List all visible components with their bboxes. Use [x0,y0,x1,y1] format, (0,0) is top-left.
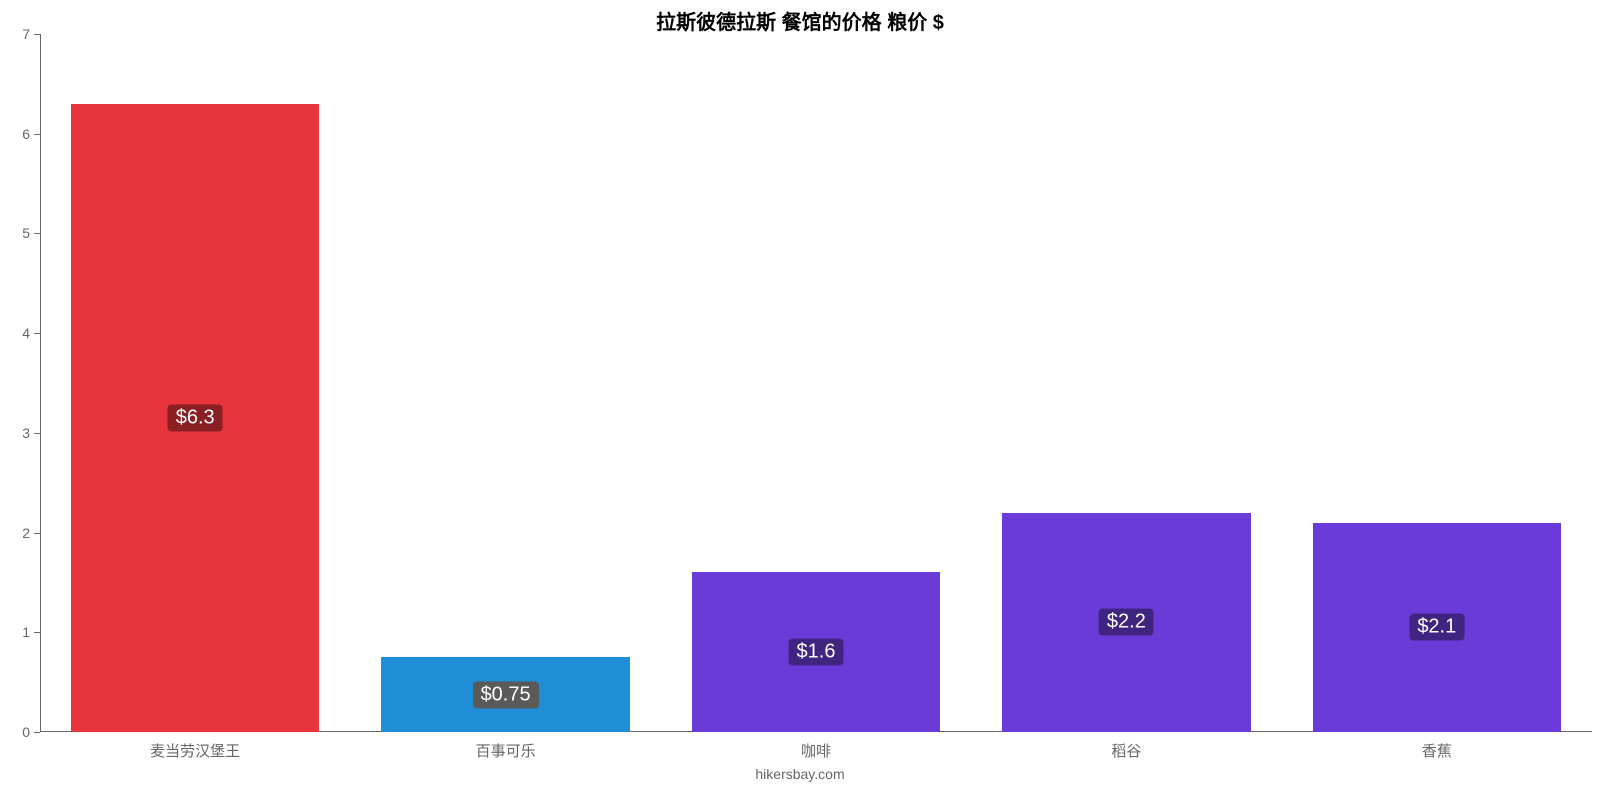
bar: $0.75 [381,657,629,732]
y-axis-tick [34,433,40,434]
x-axis-category-label: 麦当劳汉堡王 [150,740,240,761]
bar-value-label: $1.6 [789,639,844,666]
x-axis-category-label: 香蕉 [1422,740,1452,761]
y-axis-tick [34,732,40,733]
chart-title: 拉斯彼德拉斯 餐馆的价格 粮价 $ [0,6,1600,35]
y-axis-tick [34,533,40,534]
y-axis-tick-label: 7 [22,26,30,42]
bar-value-label: $0.75 [473,681,539,708]
x-axis-category-label: 稻谷 [1111,740,1141,761]
y-axis-tick [34,233,40,234]
y-axis-line [40,34,41,732]
x-axis-category-label: 百事可乐 [476,740,536,761]
plot-area: 01234567$6.3麦当劳汉堡王$0.75百事可乐$1.6咖啡$2.2稻谷$… [40,34,1592,732]
x-axis-category-label: 咖啡 [801,740,831,761]
bar-value-label: $6.3 [168,404,223,431]
y-axis-tick-label: 4 [22,325,30,341]
bar: $2.1 [1313,523,1561,732]
y-axis-tick [34,333,40,334]
bar-value-label: $2.2 [1099,609,1154,636]
y-axis-tick-label: 0 [22,724,30,740]
y-axis-tick [34,632,40,633]
y-axis-tick-label: 5 [22,225,30,241]
price-bar-chart: 拉斯彼德拉斯 餐馆的价格 粮价 $ 01234567$6.3麦当劳汉堡王$0.7… [0,0,1600,800]
bar: $2.2 [1002,513,1250,732]
y-axis-tick [34,134,40,135]
y-axis-tick-label: 3 [22,425,30,441]
bar: $6.3 [71,104,319,732]
y-axis-tick-label: 2 [22,525,30,541]
y-axis-tick-label: 6 [22,126,30,142]
attribution-text: hikersbay.com [0,766,1600,782]
y-axis-tick-label: 1 [22,624,30,640]
bar: $1.6 [692,572,940,732]
y-axis-tick [34,34,40,35]
bar-value-label: $2.1 [1409,614,1464,641]
